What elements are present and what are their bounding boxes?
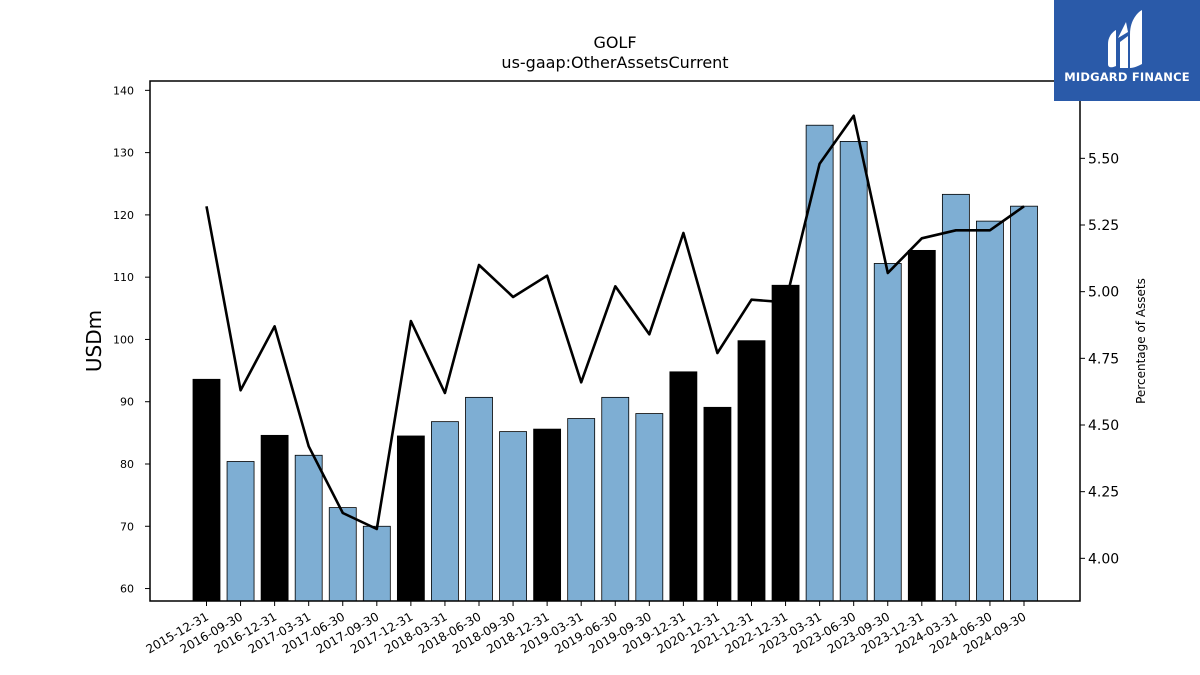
bar-2024-09-30 [1010, 205, 1038, 602]
bar-2024-06-30 [976, 220, 1004, 602]
y2-tick-label: 5.25 [1088, 218, 1119, 234]
y2-axis-label: Percentage of Assets [1134, 278, 1148, 404]
chart-subtitle: us-gaap:OtherAssetsCurrent [501, 53, 728, 72]
bar-2021-12-31 [737, 340, 766, 602]
y2-tick-label: 4.75 [1088, 351, 1119, 367]
x-axis-ticks: 2015-12-312016-09-302016-12-312017-03-31… [144, 601, 1029, 656]
y2-tick-label: 5.50 [1088, 151, 1119, 167]
bar-2023-09-30 [873, 263, 902, 602]
bar-2023-06-30 [839, 141, 868, 602]
midgard-finance-logo: MIDGARD FINANCE [1054, 0, 1200, 101]
logo-text: MIDGARD FINANCE [1064, 70, 1190, 84]
bar-2023-12-31 [907, 249, 936, 602]
midgard-logo-icon [1108, 10, 1142, 68]
bar-2022-12-31 [771, 284, 800, 602]
chart-title: GOLF [593, 33, 636, 52]
bar-2017-03-31 [294, 454, 323, 602]
bars-group [192, 124, 1038, 602]
bar-2023-03-31 [805, 124, 834, 602]
bar-2017-12-31 [396, 435, 425, 602]
bar-2016-09-30 [226, 461, 255, 602]
bar-2017-06-30 [328, 507, 357, 602]
percentage-line [205, 114, 1025, 531]
line-group [205, 114, 1025, 531]
y2-tick-label: 4.25 [1088, 485, 1119, 501]
bar-2024-03-31 [941, 193, 970, 602]
y2-tick-label: 4.50 [1088, 418, 1119, 434]
y-tick-label: 120 [113, 209, 134, 222]
y-axis-ticks: 60 70 80 90 100 110 120 130 140 [113, 84, 150, 596]
bar-2018-03-31 [431, 421, 459, 602]
y-tick-label: 70 [120, 520, 134, 533]
y-tick-label: 90 [120, 396, 134, 409]
bar-2019-06-30 [601, 396, 630, 602]
y-tick-label: 60 [120, 583, 134, 596]
y2-axis-ticks: 4.00 4.25 4.50 4.75 5.00 5.25 5.50 [1080, 151, 1119, 567]
bar-2015-12-31 [192, 378, 221, 602]
y-axis-label: USDm [82, 310, 106, 372]
bar-2018-09-30 [499, 431, 527, 602]
bar-2017-09-30 [362, 525, 391, 602]
y2-tick-label: 4.00 [1088, 551, 1119, 567]
bar-2019-03-31 [567, 418, 596, 602]
bar-2019-12-31 [669, 371, 698, 602]
y-tick-label: 100 [113, 333, 134, 346]
bar-2019-09-30 [635, 413, 664, 602]
y-tick-label: 80 [120, 458, 134, 471]
bar-2016-12-31 [260, 434, 289, 602]
bar-2018-12-31 [533, 428, 562, 602]
y2-tick-label: 5.00 [1088, 285, 1119, 301]
bar-2018-06-30 [465, 396, 493, 602]
bar-2020-12-31 [703, 406, 732, 602]
y-tick-label: 140 [113, 84, 134, 97]
y-tick-label: 110 [113, 271, 134, 284]
y-tick-label: 130 [113, 147, 134, 160]
